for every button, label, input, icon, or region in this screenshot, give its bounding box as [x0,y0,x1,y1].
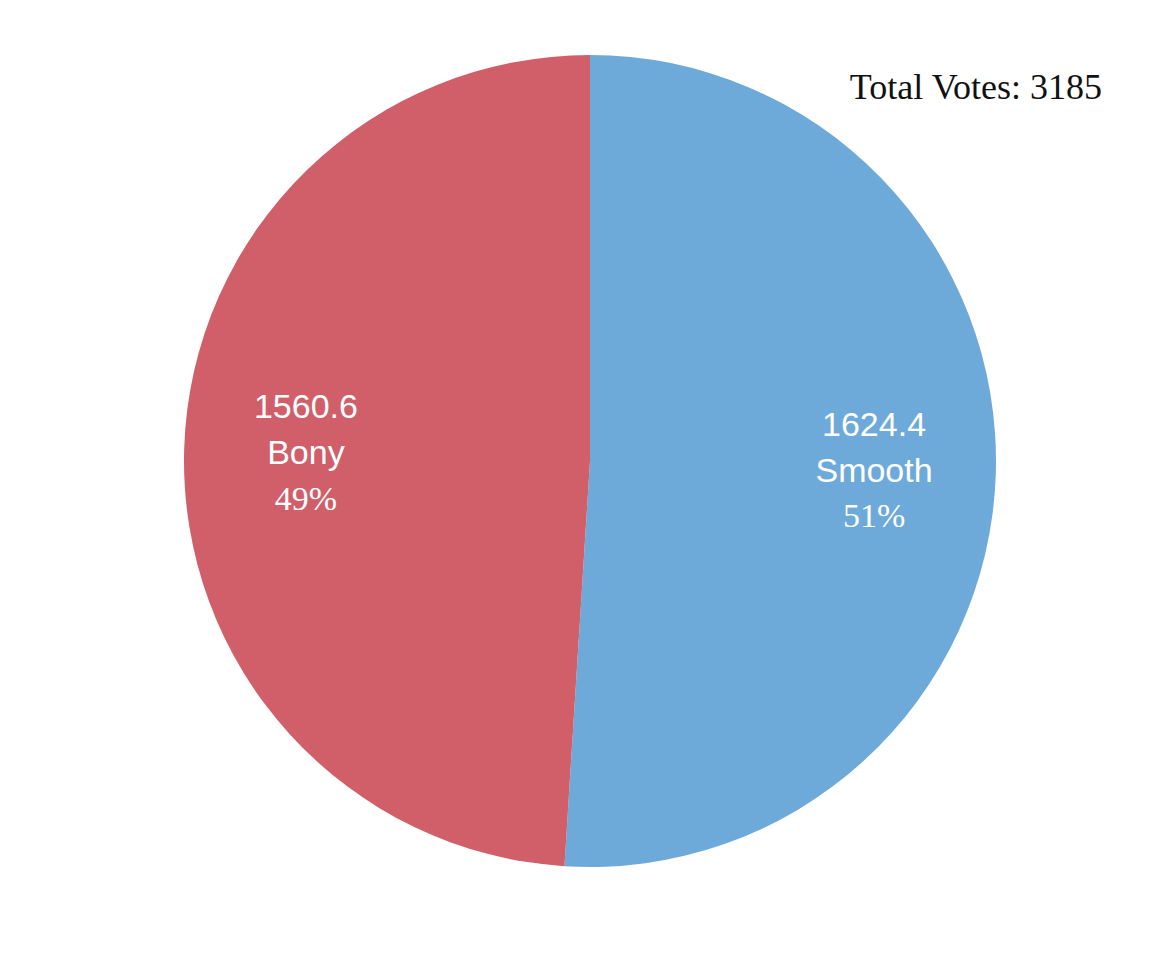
svg-text:1624.4: 1624.4 [822,405,926,443]
svg-text:Smooth: Smooth [815,451,932,489]
svg-text:51%: 51% [843,497,905,534]
svg-text:49%: 49% [275,480,337,517]
html-text:Total Votes: 3185: Total Votes: 3185 [849,67,1102,107]
svg-text:Bony: Bony [267,433,345,471]
svg-text:1560.6: 1560.6 [254,387,358,425]
